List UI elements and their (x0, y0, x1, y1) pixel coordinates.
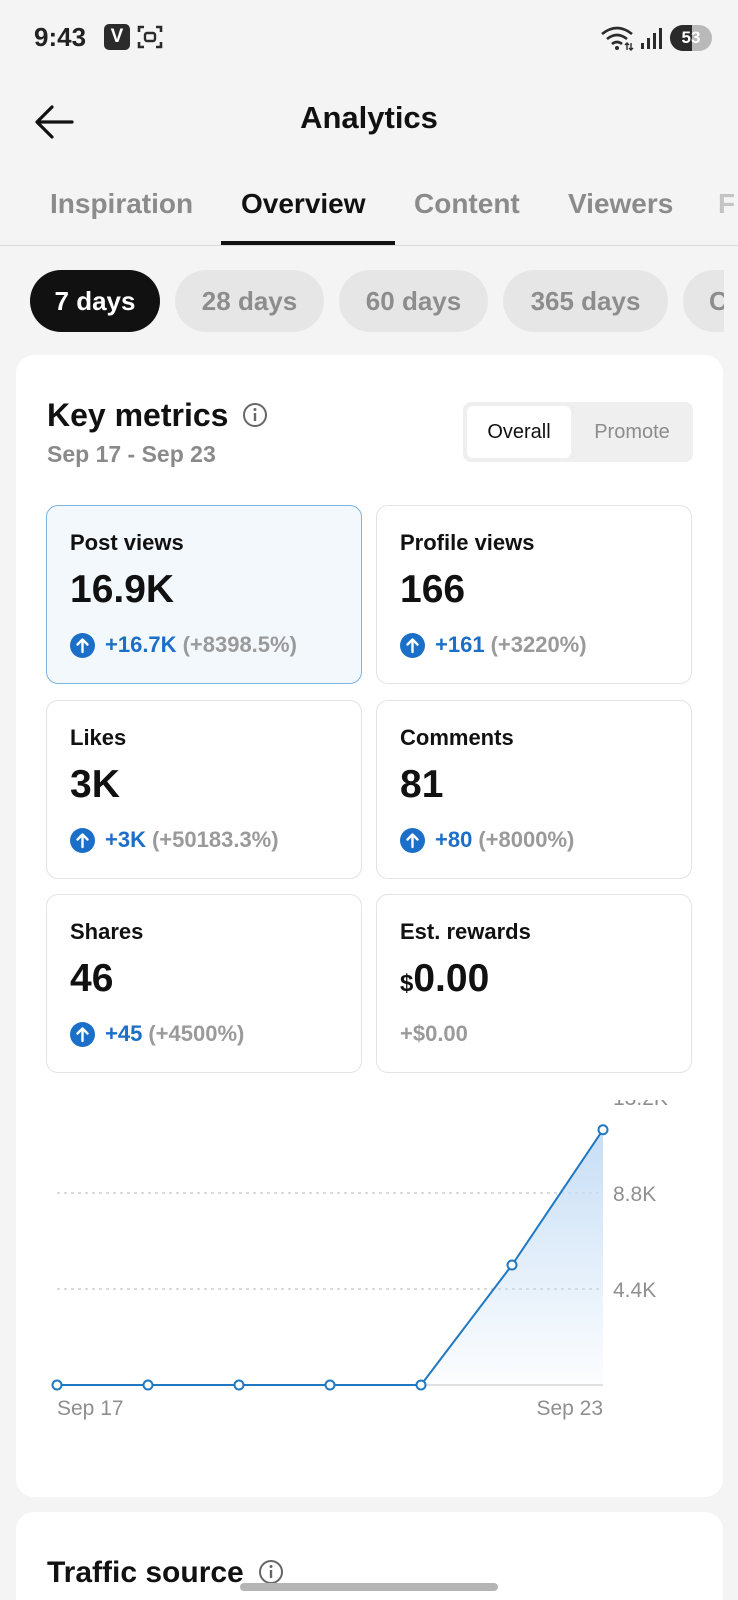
metric-label: Post views (70, 530, 184, 555)
metric-shares[interactable]: Shares 46 +45 (+4500%) (46, 894, 362, 1073)
scan-icon (137, 25, 163, 49)
metric-profile-views[interactable]: Profile views 166 +161 (+3220%) (376, 505, 692, 684)
x-tick-label: Sep 17 (57, 1397, 124, 1420)
x-tick-label: Sep 23 (536, 1397, 603, 1420)
change-absolute: +3K (105, 827, 146, 852)
metric-value: 16.9K (70, 568, 175, 611)
arrow-up-circle-icon (400, 827, 425, 853)
metric-value: $0.00 (400, 957, 489, 1001)
tab-content[interactable]: Content (414, 188, 520, 219)
metric-change: +80 (+8000%) (400, 825, 574, 855)
y-tick-label: 13.2K (613, 1100, 668, 1110)
change-absolute: +45 (105, 1021, 143, 1046)
chart-svg: 4.4K 8.8K 13.2K Sep 17 Sep 23 (51, 1100, 668, 1420)
metric-change: +$0.00 (400, 1019, 468, 1049)
post-views-chart: 4.4K 8.8K 13.2K Sep 17 Sep 23 (40, 1100, 710, 1460)
metric-label: Est. rewards (400, 919, 531, 944)
metric-value: 46 (70, 957, 114, 1000)
period-selector: 7 days 28 days 60 days 365 days C (0, 270, 724, 332)
v-app-icon: V (104, 24, 130, 50)
status-right-group: 53 (600, 24, 712, 52)
traffic-source-title: Traffic source (47, 1556, 284, 1590)
battery-level: 53 (681, 28, 701, 47)
arrow-up-circle-icon (70, 632, 95, 658)
active-tab-indicator (221, 241, 395, 245)
period-28-days[interactable]: 28 days (175, 270, 324, 332)
tab-overview[interactable]: Overview (241, 188, 366, 219)
info-icon[interactable] (258, 1559, 284, 1585)
metric-value: 3K (70, 763, 120, 806)
arrow-up-circle-icon (70, 1021, 95, 1047)
tab-inspiration[interactable]: Inspiration (50, 188, 194, 219)
metric-label: Likes (70, 725, 127, 750)
data-point (51, 1379, 63, 1391)
back-button[interactable] (28, 96, 80, 148)
arrow-up-circle-icon (400, 632, 425, 658)
period-custom[interactable]: C (683, 270, 724, 332)
metric-post-views[interactable]: Post views 16.9K +16.7K (+8398.5%) (46, 505, 362, 684)
period-7-days[interactable]: 7 days (30, 270, 160, 332)
header: Analytics (0, 80, 738, 160)
y-tick-label: 4.4K (613, 1279, 656, 1302)
y-tick-label: 8.8K (613, 1183, 656, 1206)
metric-label: Shares (70, 919, 144, 944)
metric-likes[interactable]: Likes 3K +3K (+50183.3%) (46, 700, 362, 879)
tab-bar: Inspiration Overview Content Viewers F (0, 170, 738, 246)
data-point (324, 1379, 336, 1391)
metric-value: 166 (400, 568, 466, 611)
metric-change: +45 (+4500%) (70, 1019, 244, 1049)
status-bar: 9:43 V 53 (0, 0, 738, 80)
series-area (57, 1129, 603, 1385)
traffic-source-label: Traffic source (47, 1556, 244, 1589)
change-percent: (+50183.3%) (151, 827, 279, 852)
change-percent: (+4500%) (148, 1021, 245, 1046)
change-percent: (+8398.5%) (182, 632, 297, 657)
arrow-left-icon (35, 105, 74, 139)
page-title: Analytics (300, 100, 438, 135)
key-metrics-title: Key metrics (47, 397, 229, 433)
overall-promote-toggle: Overall Promote (463, 402, 693, 462)
metric-est-rewards[interactable]: Est. rewards $0.00 +$0.00 (376, 894, 692, 1073)
metric-label: Comments (400, 725, 514, 750)
period-60-days[interactable]: 60 days (339, 270, 488, 332)
segment-overall[interactable]: Overall (467, 406, 571, 458)
date-range: Sep 17 - Sep 23 (47, 441, 216, 467)
battery-fill (670, 25, 693, 51)
segment-promote[interactable]: Promote (594, 421, 670, 443)
change-absolute: +$0.00 (400, 1021, 468, 1046)
metric-change: +161 (+3220%) (400, 630, 587, 660)
wifi-icon (601, 26, 634, 51)
change-percent: (+8000%) (478, 827, 575, 852)
battery-icon: 53 (670, 25, 712, 51)
data-point (597, 1124, 609, 1136)
signal-icon (641, 28, 662, 49)
rewards-amount: 0.00 (413, 957, 490, 1000)
metric-change: +3K (+50183.3%) (70, 825, 279, 855)
metric-change: +16.7K (+8398.5%) (70, 630, 297, 660)
metric-value: 81 (400, 763, 444, 806)
metric-label: Profile views (400, 530, 535, 555)
period-365-days[interactable]: 365 days (503, 270, 668, 332)
info-icon[interactable] (242, 402, 268, 428)
data-point (142, 1379, 154, 1391)
change-absolute: +80 (435, 827, 473, 852)
status-time: 9:43 (34, 22, 87, 52)
arrow-up-circle-icon (70, 827, 95, 853)
change-absolute: +16.7K (105, 632, 177, 657)
data-point (233, 1379, 245, 1391)
metric-comments[interactable]: Comments 81 +80 (+8000%) (376, 700, 692, 879)
tab-viewers[interactable]: Viewers (568, 188, 674, 219)
change-percent: (+3220%) (490, 632, 587, 657)
home-indicator[interactable] (240, 1583, 498, 1591)
data-point (415, 1379, 427, 1391)
tab-partial[interactable]: F (718, 188, 736, 219)
currency-symbol: $ (400, 970, 414, 997)
change-absolute: +161 (435, 632, 485, 657)
data-point (506, 1259, 518, 1271)
